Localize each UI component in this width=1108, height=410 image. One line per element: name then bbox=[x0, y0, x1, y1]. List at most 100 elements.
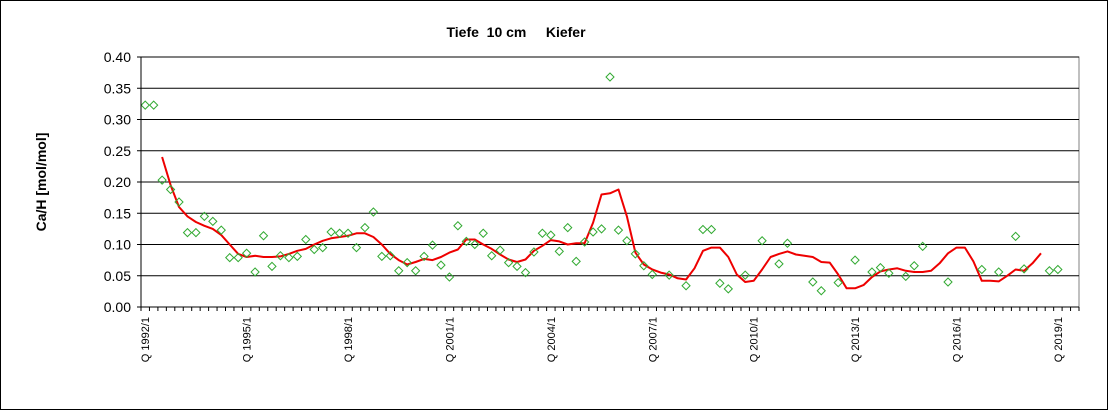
y-axis-label: Ca/H [mol/mol] bbox=[33, 133, 49, 232]
y-tick-label: 0.35 bbox=[104, 80, 131, 96]
data-point bbox=[225, 252, 235, 263]
data-point bbox=[647, 269, 657, 280]
y-tick-label: 0.05 bbox=[104, 268, 131, 284]
y-tick-label: 0.20 bbox=[104, 174, 131, 190]
data-point bbox=[334, 228, 345, 238]
data-point bbox=[546, 230, 556, 240]
data-point bbox=[664, 270, 674, 280]
data-point bbox=[537, 228, 548, 238]
data-point bbox=[351, 242, 362, 253]
data-point bbox=[808, 277, 818, 287]
data-point bbox=[520, 267, 531, 278]
data-point bbox=[757, 236, 767, 246]
data-point bbox=[317, 242, 328, 253]
data-point bbox=[875, 262, 886, 273]
data-point bbox=[394, 266, 404, 276]
data-point bbox=[343, 228, 353, 238]
data-point bbox=[233, 252, 243, 263]
data-point bbox=[427, 240, 438, 250]
data-point bbox=[630, 249, 641, 259]
data-point bbox=[191, 227, 201, 238]
data-point bbox=[284, 252, 294, 263]
y-tick-label: 0.30 bbox=[104, 112, 131, 128]
data-point bbox=[199, 211, 210, 222]
data-point bbox=[444, 272, 455, 282]
data-point bbox=[503, 257, 514, 268]
data-point bbox=[554, 246, 565, 257]
x-tick-label: Q 1992/1 bbox=[140, 317, 152, 362]
data-point bbox=[419, 251, 429, 262]
data-point bbox=[165, 184, 176, 195]
data-point bbox=[884, 268, 894, 278]
data-point bbox=[1019, 264, 1029, 274]
data-point bbox=[241, 248, 252, 258]
data-point bbox=[563, 222, 573, 233]
data-point bbox=[782, 238, 793, 248]
data-point bbox=[309, 244, 319, 255]
data-point bbox=[901, 271, 911, 282]
x-tick-label: Q 2010/1 bbox=[749, 317, 761, 362]
series-points-group bbox=[140, 72, 1063, 296]
data-point bbox=[385, 251, 395, 261]
data-point bbox=[681, 281, 691, 291]
data-point bbox=[605, 72, 615, 82]
data-point bbox=[1010, 231, 1021, 242]
data-point bbox=[698, 224, 708, 235]
data-point bbox=[182, 227, 193, 238]
data-point bbox=[275, 251, 286, 261]
data-point bbox=[917, 241, 928, 252]
data-point bbox=[436, 260, 446, 270]
series-line-group bbox=[161, 156, 1042, 290]
data-point bbox=[486, 251, 497, 261]
data-point bbox=[816, 286, 826, 296]
data-point bbox=[833, 277, 843, 288]
x-tick-label: Q 2019/1 bbox=[1053, 317, 1065, 362]
data-point bbox=[410, 266, 421, 276]
data-point bbox=[579, 237, 590, 247]
data-point bbox=[470, 239, 480, 250]
data-point bbox=[377, 251, 387, 262]
data-point bbox=[1053, 264, 1063, 275]
data-point bbox=[292, 251, 303, 262]
data-point bbox=[461, 236, 472, 247]
x-tick-label: Q 2004/1 bbox=[546, 317, 558, 362]
chart-title: Tiefe 10 cm Kiefer bbox=[446, 24, 586, 40]
x-tick-label: Q 2001/1 bbox=[444, 317, 456, 362]
x-tick-label: Q 1995/1 bbox=[242, 317, 254, 362]
data-point bbox=[850, 255, 860, 265]
data-point bbox=[208, 216, 218, 227]
data-point bbox=[740, 270, 750, 280]
data-point bbox=[148, 100, 159, 110]
x-tick-label: Q 2016/1 bbox=[952, 317, 964, 362]
data-point bbox=[867, 267, 877, 277]
data-point bbox=[478, 228, 488, 238]
y-tick-label: 0.40 bbox=[104, 49, 131, 65]
data-point bbox=[529, 247, 539, 257]
data-point bbox=[267, 261, 277, 272]
data-point bbox=[157, 175, 167, 185]
data-point bbox=[588, 227, 598, 237]
data-point bbox=[258, 231, 269, 241]
data-point bbox=[613, 225, 624, 235]
y-tick-label: 0.10 bbox=[104, 237, 131, 253]
data-point bbox=[723, 284, 734, 294]
data-point bbox=[140, 100, 150, 110]
data-point bbox=[495, 245, 505, 255]
y-tick-label: 0.00 bbox=[104, 299, 131, 315]
data-point bbox=[596, 224, 607, 234]
y-axis-ticks: 0.00 0.05 0.10 0.15 0.20 0.25 0.30 0.35 0.40 bbox=[104, 49, 141, 315]
y-tick-label: 0.25 bbox=[104, 143, 131, 159]
y-tick-label: 0.15 bbox=[104, 205, 131, 221]
data-point bbox=[301, 234, 311, 245]
data-point bbox=[715, 278, 725, 288]
data-point bbox=[326, 227, 336, 237]
data-point bbox=[994, 267, 1004, 277]
data-point bbox=[909, 261, 919, 271]
series-line bbox=[161, 156, 1042, 290]
data-point bbox=[360, 222, 370, 233]
data-point bbox=[571, 256, 581, 267]
data-point bbox=[512, 261, 522, 272]
data-point bbox=[1044, 266, 1055, 276]
